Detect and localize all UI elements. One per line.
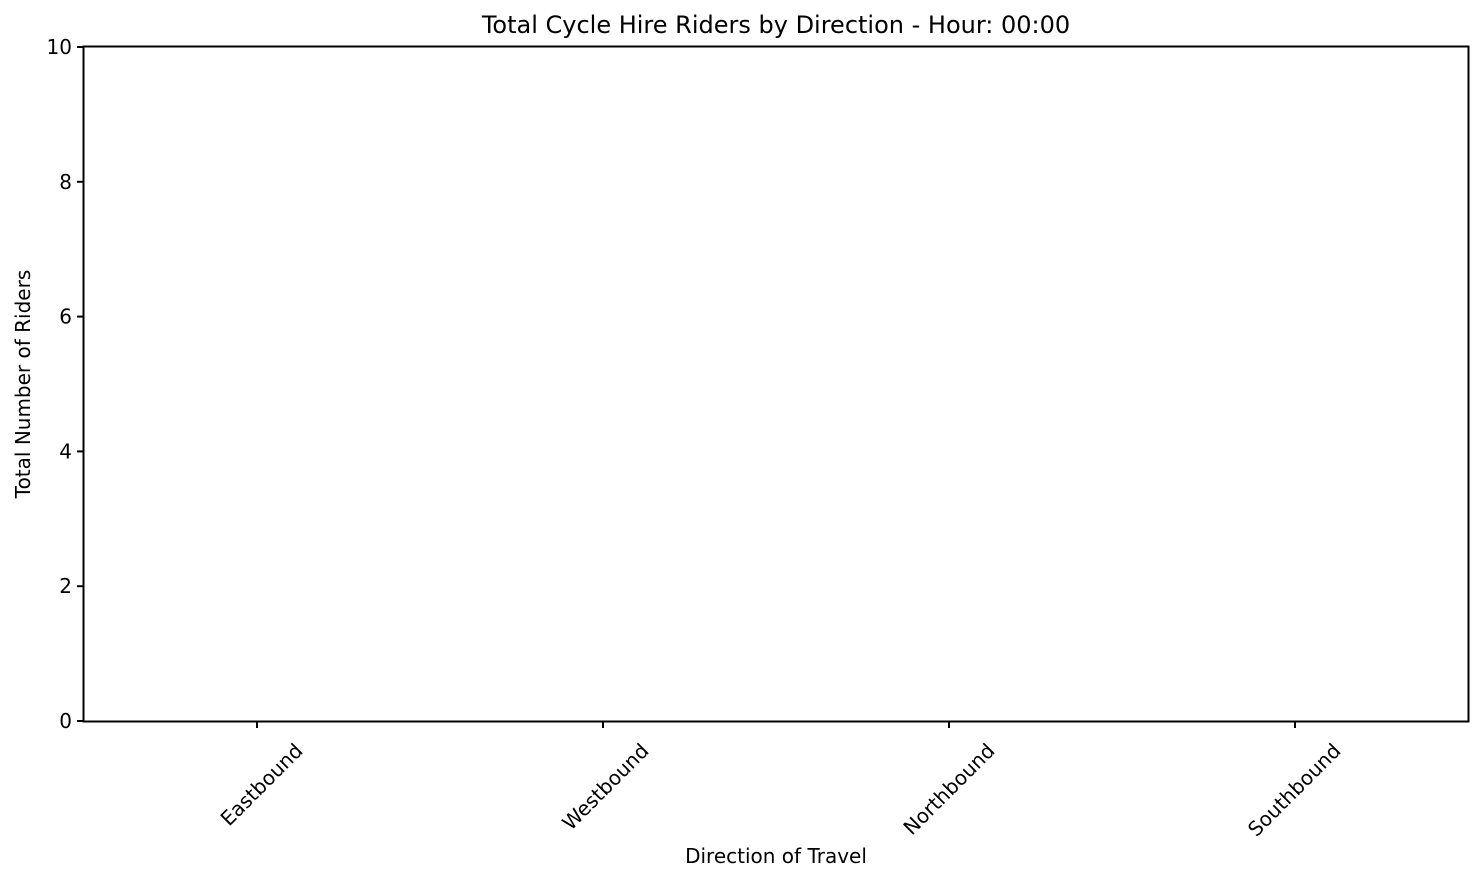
y-tick-label: 2 bbox=[59, 574, 72, 598]
x-axis-label: Direction of Travel bbox=[685, 844, 867, 868]
y-tick-label: 10 bbox=[47, 35, 72, 59]
x-tick-label: Westbound bbox=[557, 739, 653, 835]
x-tick-label: Eastbound bbox=[216, 739, 308, 831]
y-tick-label: 4 bbox=[59, 439, 72, 463]
y-tick-label: 8 bbox=[59, 170, 72, 194]
x-tick-label: Southbound bbox=[1243, 739, 1346, 842]
x-axis: Eastbound Westbound Northbound Southbound bbox=[216, 721, 1346, 841]
x-tick-label: Northbound bbox=[898, 739, 999, 840]
y-axis: 0 2 4 6 8 10 bbox=[47, 35, 84, 733]
y-axis-label: Total Number of Riders bbox=[11, 270, 35, 500]
y-tick-label: 0 bbox=[59, 709, 72, 733]
chart-title: Total Cycle Hire Riders by Direction - H… bbox=[481, 11, 1070, 39]
plot-area bbox=[82, 45, 1470, 723]
y-tick-label: 6 bbox=[59, 305, 72, 329]
